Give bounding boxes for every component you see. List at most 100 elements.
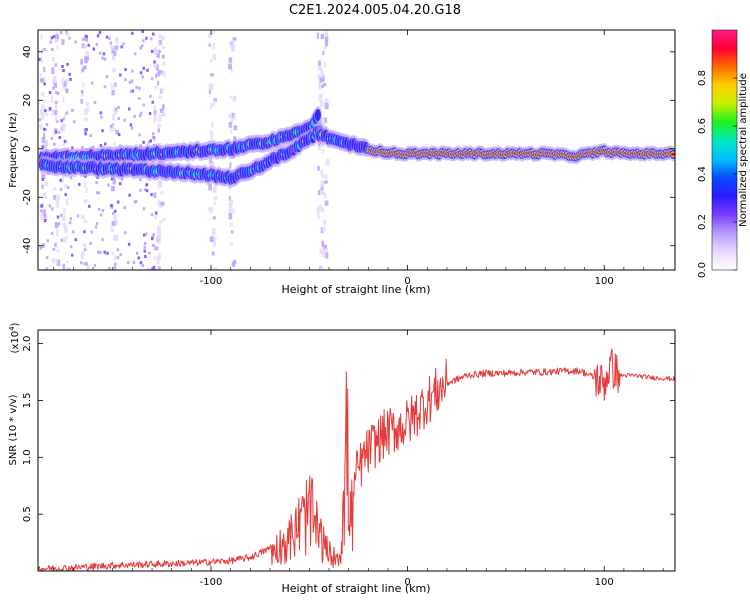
heatmap-noise-cell	[85, 261, 88, 266]
heatmap-noise-cell	[46, 239, 50, 243]
heatmap-noise-cell	[106, 251, 109, 255]
heatmap-noise-cell	[61, 76, 64, 81]
heatmap-noise-cell	[65, 235, 68, 239]
heatmap-noise-cell	[71, 146, 74, 150]
heatmap-noise-cell	[83, 248, 87, 252]
heatmap-noise-cell	[97, 207, 101, 211]
heatmap-noise-cell	[51, 207, 54, 211]
heatmap-noise-cell	[100, 115, 103, 119]
heatmap-noise-cell	[211, 159, 214, 165]
heatmap-noise-cell	[229, 162, 232, 169]
heatmap-noise-cell	[139, 178, 142, 182]
heatmap-noise-cell	[150, 213, 154, 217]
heatmap-noise-cell	[99, 143, 103, 147]
heatmap-noise-cell	[113, 108, 117, 115]
heatmap-noise-cell	[41, 243, 46, 248]
heatmap-noise-cell	[127, 242, 131, 246]
heatmap-noise-cell	[139, 111, 143, 115]
heatmap-noise-cell	[109, 125, 113, 132]
heatmap-noise-cell	[153, 113, 158, 120]
heatmap-noise-cell	[61, 125, 65, 131]
spectrogram-x-axis-label: Height of straight line (km)	[281, 283, 430, 296]
heatmap-noise-cell	[149, 139, 152, 143]
heatmap-noise-cell	[155, 73, 158, 79]
heatmap-noise-cell	[227, 113, 232, 118]
heatmap-noise-cell	[143, 249, 147, 253]
heatmap-noise-cell	[84, 108, 88, 116]
heatmap-noise-cell	[60, 119, 63, 123]
spectrogram-x-tick-label: 100	[595, 276, 614, 287]
heatmap-noise-cell	[95, 222, 99, 226]
heatmap-noise-cell	[138, 133, 141, 137]
heatmap-noise-cell	[162, 104, 165, 110]
heatmap-noise-cell	[158, 72, 162, 77]
heatmap-noise-cell	[84, 181, 87, 188]
heatmap-noise-cell	[161, 54, 165, 59]
heatmap-noise-cell	[129, 123, 133, 127]
heatmap-noise-cell	[83, 65, 86, 69]
heatmap-noise-cell	[157, 118, 162, 122]
heatmap-noise-cell	[142, 140, 145, 144]
heatmap-noise-cell	[317, 60, 321, 66]
heatmap-noise-cell	[50, 136, 54, 140]
heatmap-noise-cell	[320, 170, 324, 176]
heatmap-noise-cell	[39, 246, 43, 250]
colorbar-label: Normalized spectral amplitude	[738, 73, 749, 227]
heatmap-noise-cell	[45, 256, 49, 260]
heatmap-noise-cell	[110, 177, 114, 181]
heatmap-noise-cell	[145, 183, 149, 187]
heatmap-noise-cell	[150, 193, 153, 197]
heatmap-noise-cell	[63, 80, 66, 87]
heatmap-noise-cell	[81, 251, 85, 256]
heatmap-noise-cell	[317, 166, 320, 171]
heatmap-noise-cell	[229, 242, 233, 246]
heatmap-noise-cell	[110, 185, 115, 192]
heatmap-noise-cell	[111, 251, 115, 256]
heatmap-noise-cell	[117, 106, 120, 110]
heatmap-noise-cell	[144, 232, 148, 236]
heatmap-noise-cell	[158, 34, 163, 39]
heatmap-noise-cell	[108, 37, 111, 41]
heatmap-noise-cell	[132, 260, 136, 264]
heatmap-noise-cell	[114, 107, 118, 111]
heatmap-noise-cell	[154, 49, 157, 55]
heatmap-noise-cell	[62, 117, 65, 121]
heatmap-noise-cell	[232, 37, 237, 41]
heatmap-noise-cell	[317, 189, 321, 196]
heatmap-cell	[314, 108, 321, 121]
heatmap-noise-cell	[63, 226, 68, 233]
heatmap-noise-cell	[80, 214, 85, 219]
heatmap-noise-cell	[126, 260, 130, 264]
heatmap-noise-cell	[44, 109, 47, 113]
heatmap-noise-cell	[154, 246, 159, 251]
heatmap-noise-cell	[141, 30, 144, 34]
snr-panel: -100 0 100 0.5 1.0 1.5 2.0 Height of straight…	[8, 322, 676, 595]
heatmap-noise-cell	[76, 214, 80, 218]
heatmap-noise-cell	[146, 268, 150, 270]
heatmap-noise-cell	[209, 156, 213, 164]
heatmap-noise-cell	[231, 44, 235, 52]
heatmap-noise-cell	[44, 181, 49, 187]
heatmap-noise-cell	[209, 236, 214, 243]
heatmap-noise-cell	[323, 61, 327, 68]
heatmap-noise-cell	[158, 114, 162, 119]
heatmap-noise-cell	[82, 82, 85, 88]
heatmap-noise-cell	[135, 251, 139, 255]
heatmap-noise-cell	[152, 233, 155, 237]
heatmap-noise-cell	[62, 237, 67, 243]
heatmap-noise-cell	[90, 230, 94, 234]
heatmap-noise-cell	[151, 243, 155, 247]
heatmap-noise-cell	[95, 181, 98, 185]
heatmap-noise-cell	[110, 44, 114, 51]
heatmap-noise-cell	[48, 107, 52, 111]
heatmap-noise-cell	[39, 78, 43, 82]
heatmap-noise-cell	[40, 108, 44, 115]
heatmap-noise-cell	[65, 198, 69, 206]
heatmap-noise-cell	[157, 234, 161, 238]
heatmap-noise-cell	[208, 90, 212, 95]
heatmap-noise-cell	[210, 73, 214, 77]
heatmap-noise-cell	[208, 43, 211, 47]
heatmap-noise-cell	[139, 71, 143, 75]
heatmap-noise-cell	[153, 269, 156, 270]
